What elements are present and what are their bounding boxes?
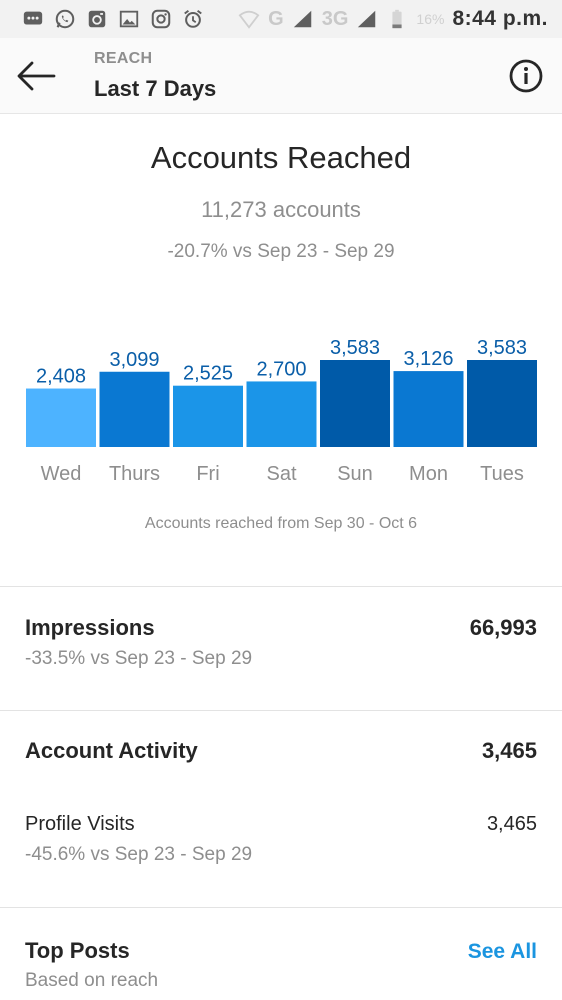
- see-all-link[interactable]: See All: [467, 940, 537, 963]
- category-label-sun: Sun: [337, 463, 373, 485]
- bar-value-label: 2,408: [36, 366, 86, 388]
- section-divider: [0, 586, 562, 587]
- profile-visits-delta: -45.6% vs Sep 23 - Sep 29: [25, 844, 253, 865]
- bar-tues: [467, 360, 537, 447]
- impressions-value: 66,993: [469, 615, 537, 640]
- category-label-sat: Sat: [266, 463, 296, 485]
- section-divider: [0, 710, 562, 711]
- bar-mon: [393, 371, 464, 447]
- bar-value-label: 3,583: [477, 337, 527, 359]
- bar-value-label: 2,700: [256, 358, 306, 380]
- whatsapp-icon: [54, 8, 76, 30]
- category-label-thurs: Thurs: [109, 463, 160, 485]
- bar-value-label: 3,099: [109, 349, 159, 371]
- battery-percent: 16%: [416, 11, 445, 27]
- category-label-tues: Tues: [480, 463, 524, 485]
- accounts-reached-delta: -20.7% vs Sep 23 - Sep 29: [167, 241, 395, 262]
- header-subtitle: REACH: [94, 50, 153, 67]
- bar-sun: [320, 360, 390, 447]
- reach-chart-svg: 2,408 Wed 3,099 Thurs 2,525 Fri 2,700 Sat 3,583 S…: [26, 337, 537, 485]
- account-activity-title: Account Activity: [25, 738, 198, 763]
- instagram-outline-icon: [150, 8, 172, 30]
- category-label-fri: Fri: [196, 463, 219, 485]
- page-title: Last 7 Days: [94, 76, 217, 101]
- account-activity-value: 3,465: [481, 738, 537, 763]
- network-type-label: G: [268, 7, 284, 30]
- alarm-icon: [182, 8, 204, 30]
- top-posts-title: Top Posts: [25, 938, 130, 963]
- bar-fri: [173, 385, 243, 447]
- system-indicators: G 3G 16% 8:44 p.m.: [238, 7, 548, 31]
- impressions-title: Impressions: [25, 615, 155, 640]
- bar-value-label: 3,126: [403, 348, 453, 370]
- clock: 8:44 p.m.: [452, 7, 548, 30]
- reach-bar-chart: 2,408 Wed 3,099 Thurs 2,525 Fri 2,700 Sat 3,583 S…: [0, 320, 562, 500]
- notification-icons: [22, 8, 204, 30]
- category-label-wed: Wed: [41, 463, 82, 485]
- impressions-delta: -33.5% vs Sep 23 - Sep 29: [25, 648, 253, 669]
- bar-wed: [26, 388, 96, 447]
- back-arrow-icon: [17, 61, 56, 91]
- profile-visits-label: Profile Visits: [25, 813, 135, 835]
- status-bar: G 3G 16% 8:44 p.m.: [0, 0, 562, 38]
- chart-caption: Accounts reached from Sep 30 - Oct 6: [144, 515, 418, 532]
- gallery-icon: [118, 8, 140, 30]
- signal-2-icon: [356, 8, 378, 30]
- bar-value-label: 2,525: [183, 363, 233, 385]
- back-button[interactable]: [14, 56, 58, 96]
- profile-visits-value: 3,465: [486, 813, 537, 835]
- battery-icon: [386, 8, 408, 30]
- accounts-reached-title: Accounts Reached: [150, 140, 412, 175]
- signal-icon: [292, 8, 314, 30]
- accounts-reached-count: 11,273 accounts: [201, 197, 361, 222]
- info-button[interactable]: [508, 58, 544, 94]
- bar-value-label: 3,583: [330, 337, 380, 359]
- category-label-mon: Mon: [409, 463, 448, 485]
- instagram-icon: [86, 8, 108, 30]
- bar-sat: [246, 381, 317, 447]
- wifi-icon: [238, 8, 260, 30]
- bar-thurs: [99, 371, 170, 447]
- section-divider: [0, 907, 562, 908]
- top-posts-subtitle: Based on reach: [25, 970, 159, 991]
- info-icon: [509, 59, 543, 93]
- app-header: REACH Last 7 Days: [0, 38, 562, 114]
- network-type-3g-label: 3G: [321, 7, 349, 30]
- chat-bubble-icon: [22, 8, 44, 30]
